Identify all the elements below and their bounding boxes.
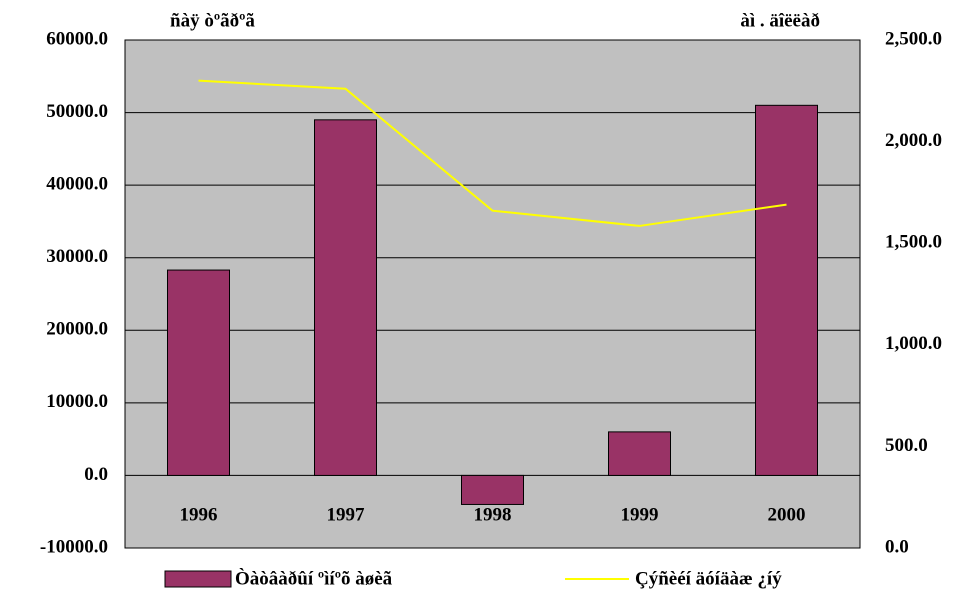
y2-tick-label: 2,000.0 <box>885 130 942 151</box>
y-tick-label: 50000.0 <box>46 101 108 122</box>
legend-label: Çýñèéí äóíäàæ ¿íý <box>635 568 782 589</box>
y2-tick-label: 500.0 <box>885 435 928 456</box>
y2-tick-label: 1,500.0 <box>885 232 942 253</box>
y-tick-label: -10000.0 <box>40 536 108 557</box>
y2-tick-label: 0.0 <box>885 536 909 557</box>
legend-swatch <box>164 570 232 588</box>
y2-axis-title: àì . äîëëàð <box>740 10 820 31</box>
plot-area <box>124 39 861 549</box>
y-tick-label: 60000.0 <box>46 28 108 49</box>
legend-label: Òàòâàðûí ºìíºõ àøèã <box>235 567 393 589</box>
bar <box>755 104 818 476</box>
y-tick-label: 40000.0 <box>46 174 108 195</box>
y2-tick-label: 2,500.0 <box>885 28 942 49</box>
x-tick-label: 1996 <box>180 504 218 525</box>
bar <box>167 269 230 476</box>
bar <box>461 474 524 505</box>
y-axis-title: ñàÿ òºãðºã <box>170 10 255 31</box>
y-tick-label: 10000.0 <box>46 391 108 412</box>
y-tick-label: 0.0 <box>84 464 108 485</box>
x-tick-label: 2000 <box>768 504 806 525</box>
x-tick-label: 1997 <box>327 504 366 525</box>
bar <box>608 431 671 476</box>
x-tick-label: 1999 <box>621 504 659 525</box>
y2-tick-label: 1,000.0 <box>885 333 942 354</box>
bar <box>314 119 377 476</box>
x-tick-label: 1998 <box>474 504 512 525</box>
y-tick-label: 30000.0 <box>46 246 108 267</box>
line <box>198 79 787 227</box>
y-tick-label: 20000.0 <box>46 319 108 340</box>
